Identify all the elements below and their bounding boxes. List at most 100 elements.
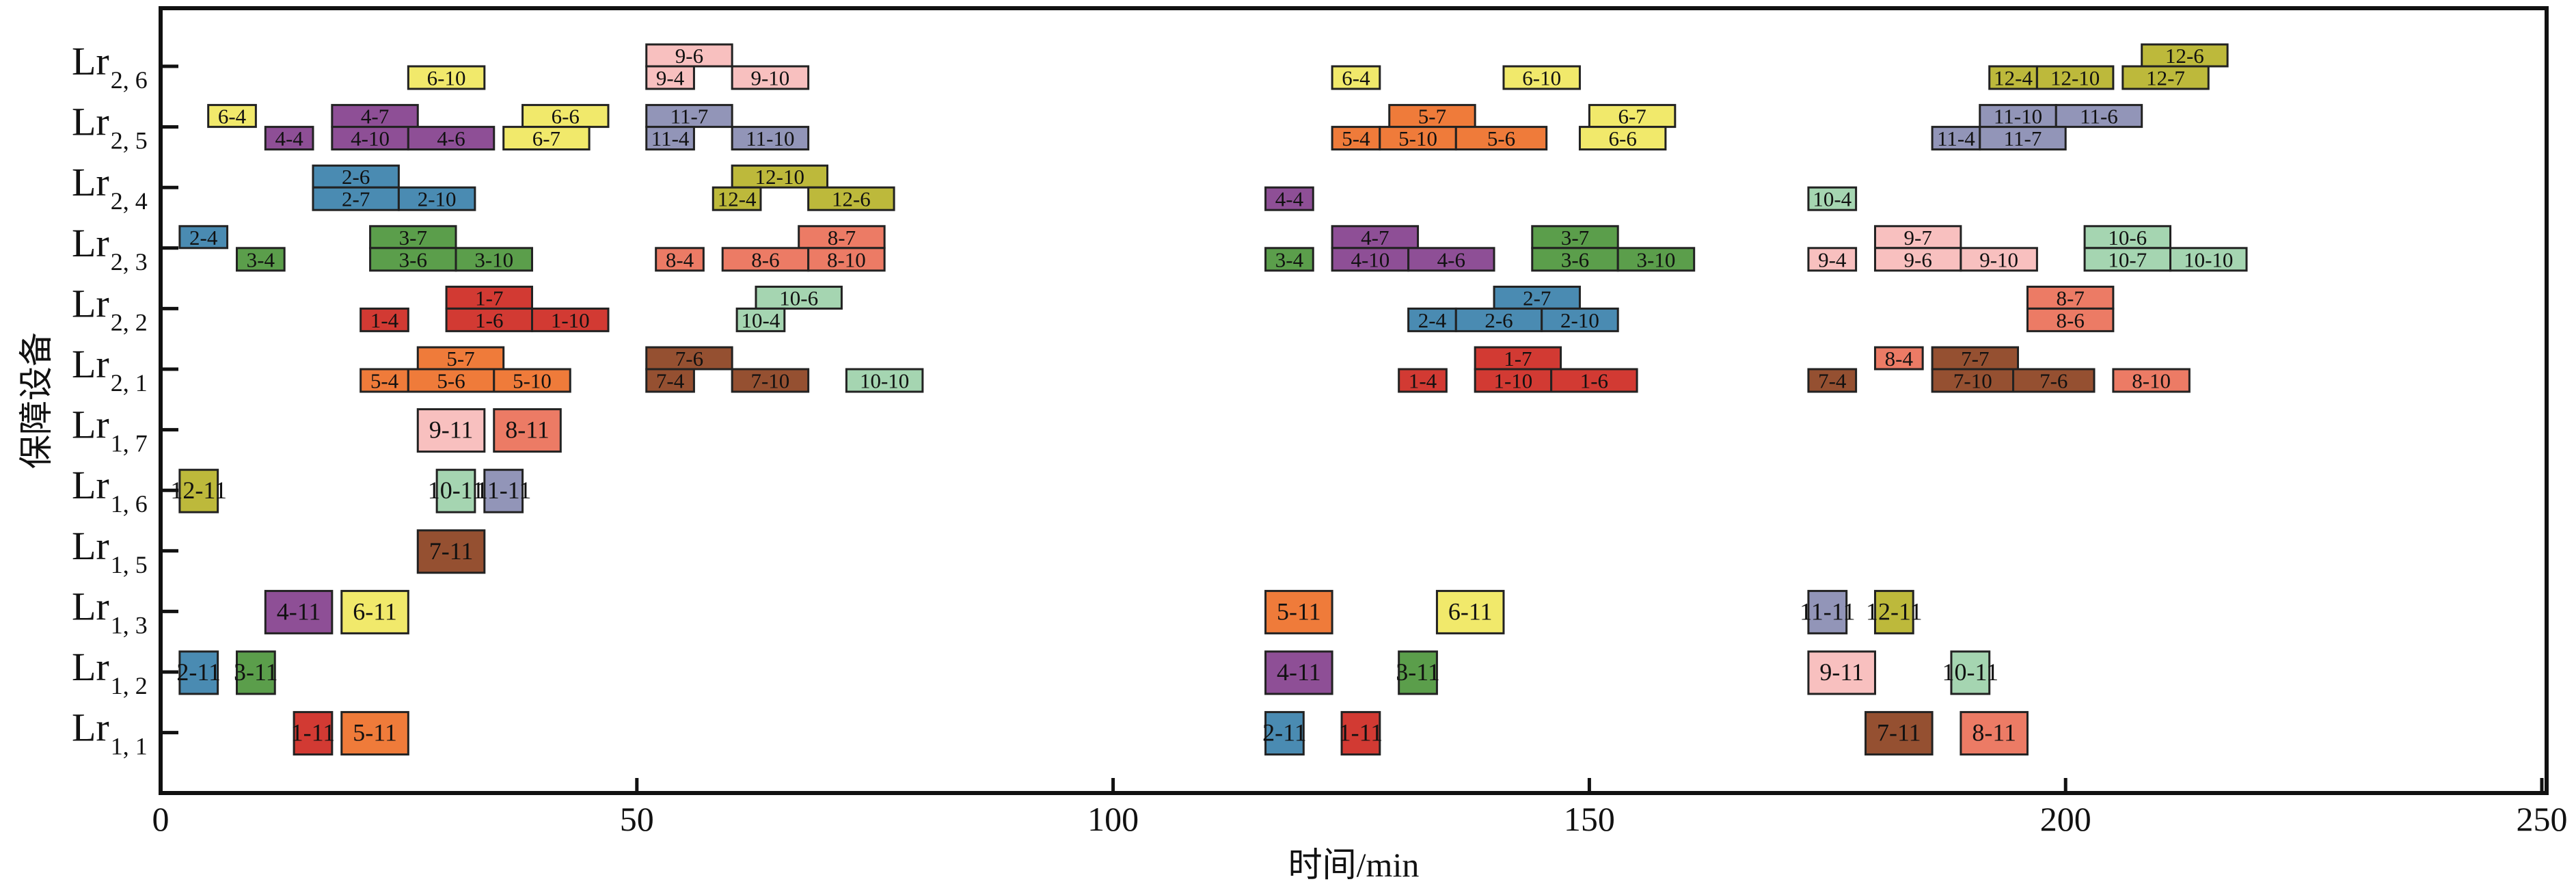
task-block: 2-11: [176, 650, 221, 695]
task-label: 9-6: [1904, 247, 1932, 271]
y-tick-label: Lr2, 4: [72, 160, 148, 215]
task-label: 12-6: [832, 187, 871, 211]
task-bar: [1264, 711, 1305, 756]
task-bar: [2083, 225, 2171, 250]
y-tick-label: Lr1, 6: [72, 463, 148, 518]
task-label: 7-10: [750, 369, 789, 393]
task-label: 2-6: [342, 165, 370, 189]
task-bar: [1502, 65, 1581, 90]
task-block: 7-6: [2012, 368, 2096, 393]
task-block: 10-4: [1807, 186, 1858, 211]
task-label: 2-11: [1262, 719, 1307, 747]
task-block: 11-4: [645, 126, 695, 151]
task-label: 9-11: [429, 416, 474, 444]
task-bar: [360, 307, 409, 332]
task-block: 8-6: [721, 247, 810, 272]
task-bar: [845, 368, 924, 393]
task-block: 7-4: [645, 368, 695, 393]
task-bar: [1340, 711, 1381, 756]
task-label: 11-4: [651, 126, 690, 150]
task-bar: [731, 126, 810, 151]
task-label: 3-11: [1396, 658, 1440, 686]
task-block: 6-7: [1588, 104, 1677, 129]
task-block: 4-11: [1264, 650, 1333, 695]
task-block: 5-10: [493, 368, 571, 393]
task-bar: [1398, 650, 1438, 695]
y-tick-label: Lr2, 2: [72, 281, 148, 336]
task-label: 12-10: [755, 165, 804, 189]
task-bar: [1865, 711, 1934, 756]
task-block: 3-6: [369, 247, 457, 272]
task-bar: [531, 307, 610, 332]
task-block: 12-10: [731, 164, 829, 189]
task-block: 5-6: [1454, 126, 1548, 151]
task-block: 6-6: [521, 104, 610, 129]
task-label: 8-11: [1972, 719, 2016, 747]
task-bar: [655, 247, 705, 272]
task-bar: [435, 468, 476, 513]
task-label: 8-7: [2057, 286, 2085, 310]
task-block: 4-6: [407, 126, 496, 151]
x-axis: 0 50 100 150 200 250: [152, 778, 2568, 838]
task-label: 5-4: [1342, 126, 1370, 150]
task-label: 3-10: [1637, 247, 1676, 271]
task-bar: [2035, 65, 2115, 90]
task-block: 4-11: [264, 589, 334, 634]
task-bar: [807, 186, 895, 211]
task-label: 4-4: [275, 126, 303, 150]
task-bar: [1454, 126, 1548, 151]
task-label: 8-6: [2057, 308, 2085, 332]
task-block: 2-6: [312, 164, 400, 189]
task-label: 10-6: [2108, 226, 2147, 250]
y-tick-label-sub: 1, 7: [111, 430, 148, 457]
task-label: 3-6: [1561, 247, 1589, 271]
y-tick-label: Lr2, 5: [72, 100, 148, 155]
task-label: 4-11: [1277, 658, 1321, 686]
task-block: 4-4: [1264, 186, 1314, 211]
task-block: 3-6: [1531, 247, 1619, 272]
task-bar: [1264, 247, 1314, 272]
task-block: 11-10: [1979, 104, 2057, 129]
task-label: 3-10: [474, 247, 513, 271]
task-block: 8-6: [2026, 307, 2115, 332]
task-block: 7-6: [645, 346, 733, 371]
y-tick-label: Lr1, 1: [72, 706, 148, 760]
task-block: 5-7: [1388, 104, 1476, 129]
task-label: 5-11: [353, 719, 397, 747]
task-label: 12-6: [2165, 44, 2204, 68]
task-label: 11-10: [746, 126, 794, 150]
task-block: 10-6: [755, 285, 843, 310]
task-bar: [721, 247, 810, 272]
task-block: 3-10: [1616, 247, 1696, 272]
y-tick-label: Lr1, 3: [72, 584, 148, 639]
task-block: 3-10: [455, 247, 534, 272]
task-block: 2-10: [397, 186, 476, 211]
task-bar: [1398, 368, 1448, 393]
task-bar: [1331, 247, 1410, 272]
task-bar: [493, 368, 571, 393]
task-bar: [1435, 589, 1505, 634]
task-block: 11-6: [2055, 104, 2143, 129]
task-bar: [2121, 65, 2210, 90]
task-label: 6-4: [218, 105, 247, 129]
task-label: 6-6: [552, 105, 580, 129]
task-block: 6-4: [1331, 65, 1381, 90]
task-label: 1-10: [1493, 369, 1532, 393]
y-tick-label-main: Lr: [72, 584, 109, 628]
y-tick-label-sub: 2, 3: [111, 248, 148, 276]
task-block: 10-4: [735, 307, 786, 332]
task-block: 2-7: [1493, 285, 1581, 310]
task-block: 2-6: [1454, 307, 1543, 332]
task-bar: [1807, 589, 1848, 634]
task-label: 9-10: [1979, 247, 2018, 271]
task-bar: [493, 408, 562, 453]
task-bar: [1931, 346, 2020, 371]
task-label: 8-10: [2132, 369, 2171, 393]
task-label: 7-6: [2039, 369, 2067, 393]
task-label: 8-4: [1885, 347, 1914, 371]
task-block: 12-10: [2035, 65, 2115, 90]
task-block: 9-4: [645, 65, 695, 90]
task-block: 3-4: [235, 247, 286, 272]
task-block: 2-4: [178, 225, 229, 250]
